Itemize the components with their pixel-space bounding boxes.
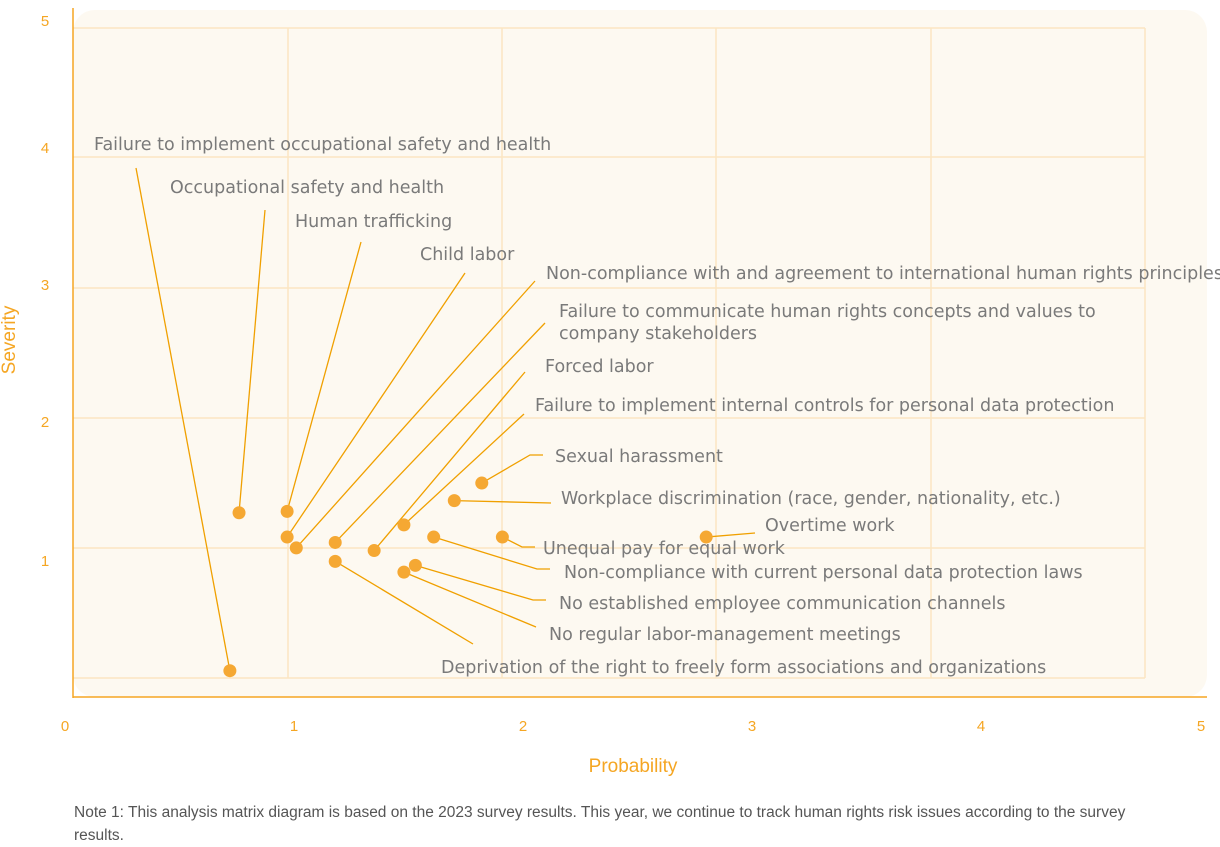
leader-line	[286, 272, 466, 538]
x-tick-label: 5	[1197, 718, 1205, 735]
x-tick-label: 2	[519, 718, 527, 735]
leader-line	[403, 413, 525, 526]
leader-line	[135, 167, 231, 671]
data-point-label: No regular labor-management meetings	[549, 625, 901, 645]
data-point	[280, 504, 294, 518]
data-point-label: Human trafficking	[295, 212, 452, 232]
y-tick-label: 1	[41, 553, 49, 570]
data-point-label: Overtime work	[765, 516, 895, 536]
data-point	[328, 535, 342, 549]
y-tick-label: 4	[41, 140, 49, 157]
leader-line	[433, 536, 550, 570]
leader-line	[403, 571, 537, 628]
x-tick-label: 0	[61, 718, 69, 735]
data-point	[232, 506, 246, 520]
data-point	[367, 544, 381, 558]
leader-line	[481, 454, 543, 484]
leader-line	[334, 322, 546, 543]
data-point	[328, 554, 342, 568]
data-point-label: No established employee communication ch…	[559, 594, 1006, 614]
leader-line	[454, 499, 552, 504]
data-point-label: Non-compliance with current personal dat…	[564, 563, 1083, 583]
x-tick-label: 1	[290, 718, 298, 735]
leader-line	[238, 209, 266, 513]
footnote: Note 1: This analysis matrix diagram is …	[74, 804, 1126, 844]
data-point	[397, 565, 411, 579]
data-point	[223, 664, 237, 678]
data-point	[475, 476, 489, 490]
x-tick-label: 3	[748, 718, 756, 735]
leader-line	[295, 280, 536, 549]
data-point	[447, 494, 461, 508]
data-point-label: Occupational safety and health	[170, 178, 444, 198]
data-point	[408, 558, 422, 572]
data-point-label: Sexual harassment	[555, 447, 723, 467]
y-tick-label: 3	[41, 277, 49, 294]
data-point	[495, 530, 509, 544]
data-point	[280, 530, 294, 544]
data-point-label: Failure to implement occupational safety…	[94, 135, 551, 155]
leader-line	[502, 536, 535, 548]
leader-line	[286, 241, 362, 512]
y-tick-label: 2	[41, 414, 49, 431]
risk-matrix-chart: 0 1 2 3 4 5 1 2 3 4 5 Probability Severity Failure to…	[0, 8, 1220, 777]
data-point-label: Non-compliance with and agreement to int…	[546, 264, 1220, 284]
y-axis-title: Severity	[0, 305, 20, 374]
leader-line	[706, 532, 756, 538]
x-tick-label: 4	[977, 718, 985, 735]
data-point	[427, 530, 441, 544]
data-point-label: Workplace discrimination (race, gender, …	[561, 489, 1061, 509]
data-point-label: Forced labor	[545, 357, 654, 377]
data-point	[289, 541, 303, 555]
data-point-label: Unequal pay for equal work	[543, 539, 786, 559]
data-point-label: Failure to communicate human rights conc…	[559, 302, 1096, 322]
data-point-label: Deprivation of the right to freely form …	[441, 658, 1046, 678]
data-point-label: Child labor	[420, 245, 515, 265]
data-point-label: Failure to implement internal controls f…	[535, 396, 1114, 416]
leader-line	[415, 564, 546, 601]
leader-line	[334, 560, 474, 645]
data-point	[699, 530, 713, 544]
plot-background	[73, 10, 1207, 697]
data-point-label: company stakeholders	[559, 324, 757, 344]
y-tick-label: 5	[41, 13, 49, 30]
x-axis-title: Probability	[589, 756, 678, 777]
data-point	[397, 518, 411, 532]
